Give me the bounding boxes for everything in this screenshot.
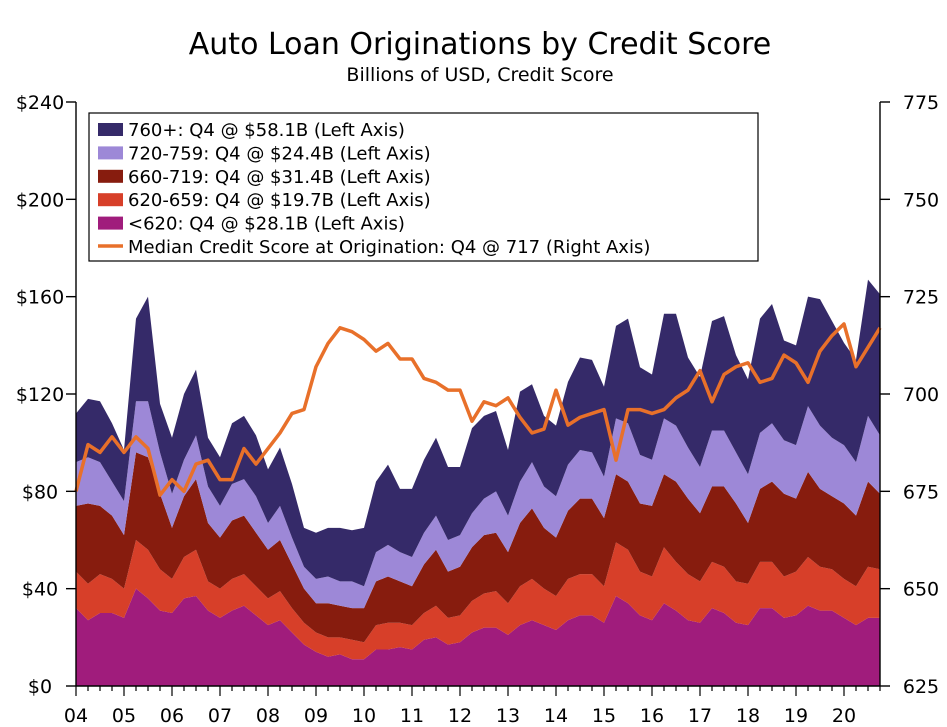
x-tick-label: 19 xyxy=(784,705,808,727)
x-tick-label: 15 xyxy=(592,705,616,727)
y-right-tick-label: 625 xyxy=(903,676,939,698)
x-tick-label: 14 xyxy=(544,705,568,727)
stacked-areas xyxy=(76,279,880,686)
x-tick-label: 20 xyxy=(832,705,856,727)
y-left-tick-label: $200 xyxy=(16,189,64,211)
x-tick-label: 18 xyxy=(736,705,760,727)
x-tick-label: 05 xyxy=(112,705,136,727)
x-tick-label: 17 xyxy=(688,705,712,727)
median-score-line xyxy=(74,322,882,497)
x-tick-label: 11 xyxy=(400,705,424,727)
y-right-tick-label: 700 xyxy=(903,384,939,406)
line-median-credit-score xyxy=(74,322,882,497)
x-tick-label: 07 xyxy=(208,705,232,727)
legend-box xyxy=(88,112,759,262)
y-left-tick-label: $240 xyxy=(16,92,64,114)
legend-swatch-620-659 xyxy=(98,193,123,207)
legend-label-660-719: 660-719: Q4 @ $31.4B (Left Axis) xyxy=(128,167,431,188)
y-left-tick-label: $160 xyxy=(16,287,64,309)
legend-swatch-720-759 xyxy=(98,146,123,160)
legend: 760+: Q4 @ $58.1B (Left Axis)720-759: Q4… xyxy=(88,112,759,262)
y-right-tick-label: 650 xyxy=(903,579,939,601)
legend-label-median: Median Credit Score at Origination: Q4 @… xyxy=(128,237,650,258)
y-left-tick-label: $0 xyxy=(28,676,52,698)
y-left-tick-label: $80 xyxy=(22,481,58,503)
x-tick-label: 12 xyxy=(448,705,472,727)
x-tick-label: 13 xyxy=(496,705,520,727)
x-tick-label: 04 xyxy=(64,705,88,727)
legend-swatch-lt620 xyxy=(98,216,123,230)
y-right-tick-label: 675 xyxy=(903,481,939,503)
y-right-tick-label: 775 xyxy=(903,92,939,114)
area-720-759 xyxy=(76,401,880,609)
legend-label-760plus: 760+: Q4 @ $58.1B (Left Axis) xyxy=(128,120,405,141)
x-tick-label: 08 xyxy=(256,705,280,727)
y-right-tick-label: 725 xyxy=(903,287,939,309)
y-right-tick-label: 750 xyxy=(903,189,939,211)
x-tick-label: 10 xyxy=(352,705,376,727)
x-tick-label: 16 xyxy=(640,705,664,727)
area-760plus xyxy=(76,279,880,587)
legend-swatch-760plus xyxy=(98,123,123,136)
legend-label-lt620: <620: Q4 @ $28.1B (Left Axis) xyxy=(128,214,405,235)
chart-subtitle: Billions of USD, Credit Score xyxy=(346,64,613,86)
legend-swatch-660-719 xyxy=(98,169,123,183)
y-left-tick-label: $120 xyxy=(16,384,64,406)
legend-label-720-759: 720-759: Q4 @ $24.4B (Left Axis) xyxy=(128,143,431,164)
area-620-659 xyxy=(76,540,880,660)
y-left-tick-label: $40 xyxy=(22,579,58,601)
chart-title: Auto Loan Originations by Credit Score xyxy=(189,27,771,62)
legend-label-620-659: 620-659: Q4 @ $19.7B (Left Axis) xyxy=(128,190,431,211)
x-tick-label: 06 xyxy=(160,705,184,727)
axes: $0 $40 $80 $120 $160 $200 $240 625 650 675 700 725 7… xyxy=(16,92,939,727)
x-tick-label: 09 xyxy=(304,705,328,727)
area-660-719 xyxy=(76,452,880,643)
